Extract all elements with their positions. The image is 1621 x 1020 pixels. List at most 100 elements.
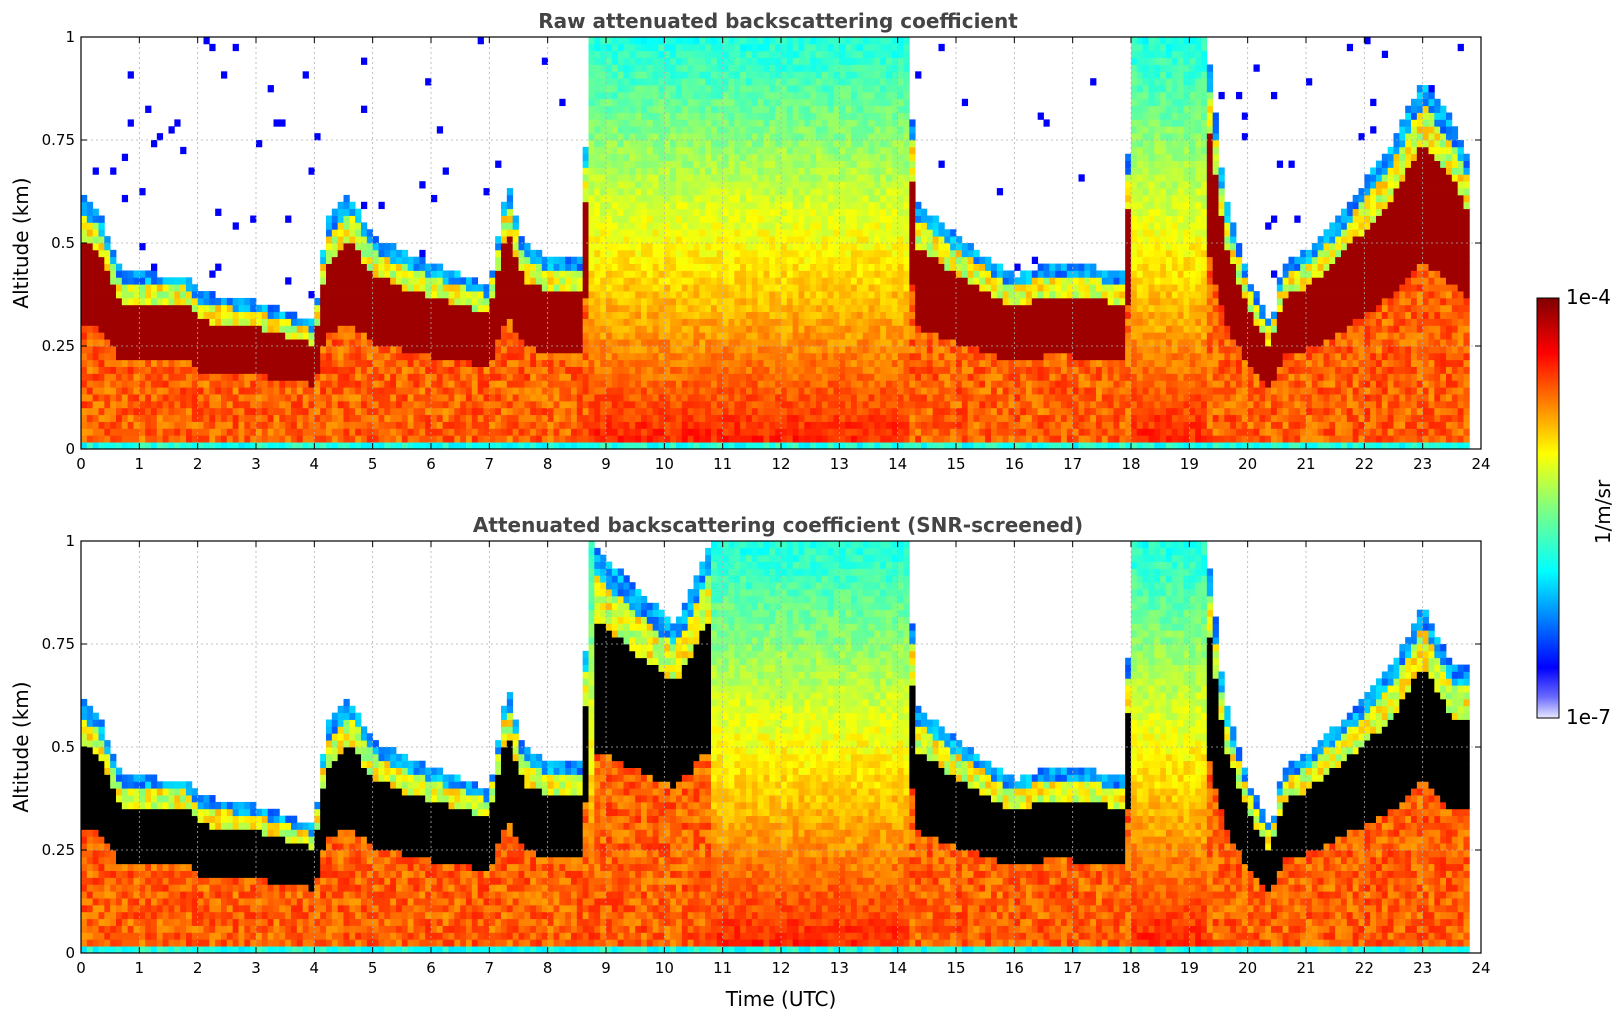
heatmap-cell [326, 359, 333, 367]
heatmap-cell [86, 263, 94, 271]
heatmap-cell [378, 414, 385, 422]
heatmap-cell [769, 256, 776, 264]
heatmap-cell [588, 188, 595, 196]
heatmap-cell [699, 85, 706, 93]
heatmap-cell [816, 373, 823, 381]
heatmap-cell [792, 325, 799, 333]
heatmap-cell [314, 366, 321, 374]
heatmap-cell [98, 421, 105, 429]
heatmap-cell [646, 236, 654, 244]
heatmap-cell [553, 352, 560, 361]
heatmap-cell [751, 194, 759, 203]
heatmap-cell [804, 421, 811, 429]
heatmap-cell [396, 325, 403, 333]
heatmap-cell [722, 105, 729, 113]
heatmap-cell [751, 256, 759, 264]
heatmap-cell [174, 394, 181, 402]
heatmap-cell [396, 394, 403, 402]
heatmap-cell [821, 181, 829, 189]
heatmap-cell [740, 366, 747, 374]
heatmap-cell [617, 153, 624, 161]
heatmap-cell [209, 43, 216, 52]
heatmap-cell [547, 318, 554, 326]
heatmap-cell [594, 64, 601, 72]
heatmap-cell [361, 57, 368, 65]
heatmap-cell [460, 304, 467, 313]
heatmap-cell [611, 291, 619, 299]
heatmap-cell [238, 407, 245, 416]
heatmap-cell [419, 249, 426, 258]
heatmap-cell [600, 380, 607, 388]
heatmap-cell [757, 311, 764, 319]
heatmap-cell [635, 352, 642, 361]
heatmap-cell [716, 126, 724, 134]
heatmap-cell [285, 394, 292, 402]
heatmap-cell [646, 318, 654, 326]
heatmap-cell [186, 332, 193, 340]
heatmap-cell [396, 346, 403, 354]
heatmap-cell [337, 311, 344, 319]
heatmap-cell [331, 394, 339, 402]
heatmap-cell [565, 435, 572, 443]
heatmap-cell [751, 71, 759, 79]
heatmap-cell [728, 140, 735, 148]
heatmap-cell [425, 394, 432, 402]
heatmap-cell [728, 188, 735, 196]
heatmap-cell [110, 407, 117, 416]
heatmap-cell [798, 201, 805, 210]
heatmap-cell [133, 325, 140, 333]
heatmap-cell [121, 291, 129, 299]
heatmap-cell [600, 194, 607, 203]
heatmap-cell [162, 428, 169, 436]
heatmap-cell [238, 366, 245, 374]
heatmap-cell [716, 256, 724, 264]
heatmap-cell [413, 263, 420, 271]
heatmap-cell [740, 236, 747, 244]
heatmap-cell [349, 373, 356, 381]
heatmap-cell [466, 414, 473, 422]
heatmap-cell [798, 194, 805, 203]
heatmap-cell [716, 325, 724, 333]
heatmap-cell [320, 435, 327, 443]
heatmap-cell [501, 442, 508, 450]
heatmap-cell [127, 359, 134, 367]
heatmap-cell [209, 352, 216, 361]
heatmap-cell [652, 140, 659, 148]
heatmap-cell [413, 277, 420, 285]
heatmap-cell [162, 304, 169, 313]
heatmap-cell [827, 297, 834, 306]
heatmap-cell [454, 373, 461, 381]
heatmap-cell [716, 105, 724, 113]
heatmap-cell [571, 387, 578, 395]
heatmap-cell [361, 243, 368, 251]
heatmap-cell [594, 229, 601, 237]
heatmap-cell [827, 400, 834, 409]
heatmap-cell [670, 373, 677, 381]
heatmap-cell [600, 442, 607, 450]
heatmap-cell [390, 387, 397, 395]
heatmap-cell [763, 339, 770, 347]
heatmap-cell [191, 346, 199, 354]
heatmap-cell [751, 325, 759, 333]
heatmap-cell [559, 291, 566, 299]
heatmap-cell [431, 291, 438, 299]
heatmap-cell [763, 297, 770, 306]
heatmap-cell [781, 140, 788, 148]
heatmap-cell [477, 359, 484, 367]
heatmap-cell [518, 394, 525, 402]
heatmap-cell [355, 318, 362, 326]
heatmap-cell [162, 407, 169, 416]
heatmap-cell [489, 325, 496, 333]
heatmap-cell [116, 304, 123, 313]
heatmap-cell [139, 435, 146, 443]
heatmap-cell [711, 270, 718, 278]
heatmap-cell [786, 57, 794, 65]
heatmap-cell [716, 407, 724, 416]
heatmap-cell [431, 346, 438, 354]
heatmap-cell [471, 332, 479, 340]
heatmap-cell [168, 366, 175, 374]
heatmap-cell [617, 50, 624, 58]
heatmap-cell [728, 380, 735, 388]
heatmap-cell [740, 194, 747, 203]
heatmap-cell [816, 311, 823, 319]
